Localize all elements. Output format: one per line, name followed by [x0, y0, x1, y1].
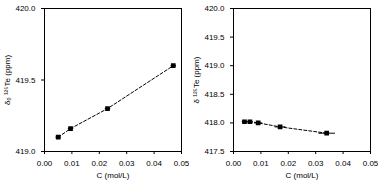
svg-text:0.03: 0.03 [308, 159, 324, 168]
svg-text:419.5: 419.5 [15, 76, 36, 85]
svg-text:0.01: 0.01 [64, 159, 80, 168]
svg-text:δ ¹²⁵Te (ppm): δ ¹²⁵Te (ppm) [192, 56, 201, 103]
svg-text:419.5: 419.5 [204, 33, 225, 42]
svg-text:0.02: 0.02 [92, 159, 108, 168]
svg-text:420.0: 420.0 [204, 4, 225, 13]
svg-text:0.00: 0.00 [37, 159, 53, 168]
svg-text:419.0: 419.0 [15, 147, 36, 156]
svg-text:0.05: 0.05 [174, 159, 189, 168]
svg-text:418.0: 418.0 [204, 118, 225, 127]
svg-text:0.02: 0.02 [281, 159, 297, 168]
svg-text:420.0: 420.0 [15, 4, 36, 13]
svg-text:0.01: 0.01 [253, 159, 269, 168]
svg-text:419.0: 419.0 [204, 61, 225, 70]
svg-text:C (mol/L): C (mol/L) [97, 171, 130, 180]
svg-text:0.03: 0.03 [119, 159, 135, 168]
svg-text:C (mol/L): C (mol/L) [286, 171, 319, 180]
svg-text:δ₀ ¹²⁵Te (ppm): δ₀ ¹²⁵Te (ppm) [3, 55, 12, 106]
svg-text:418.5: 418.5 [204, 90, 225, 99]
svg-text:0.04: 0.04 [335, 159, 351, 168]
svg-text:0.04: 0.04 [146, 159, 162, 168]
svg-text:417.5: 417.5 [204, 147, 225, 156]
svg-text:0.05: 0.05 [363, 159, 378, 168]
svg-text:0.00: 0.00 [226, 159, 242, 168]
